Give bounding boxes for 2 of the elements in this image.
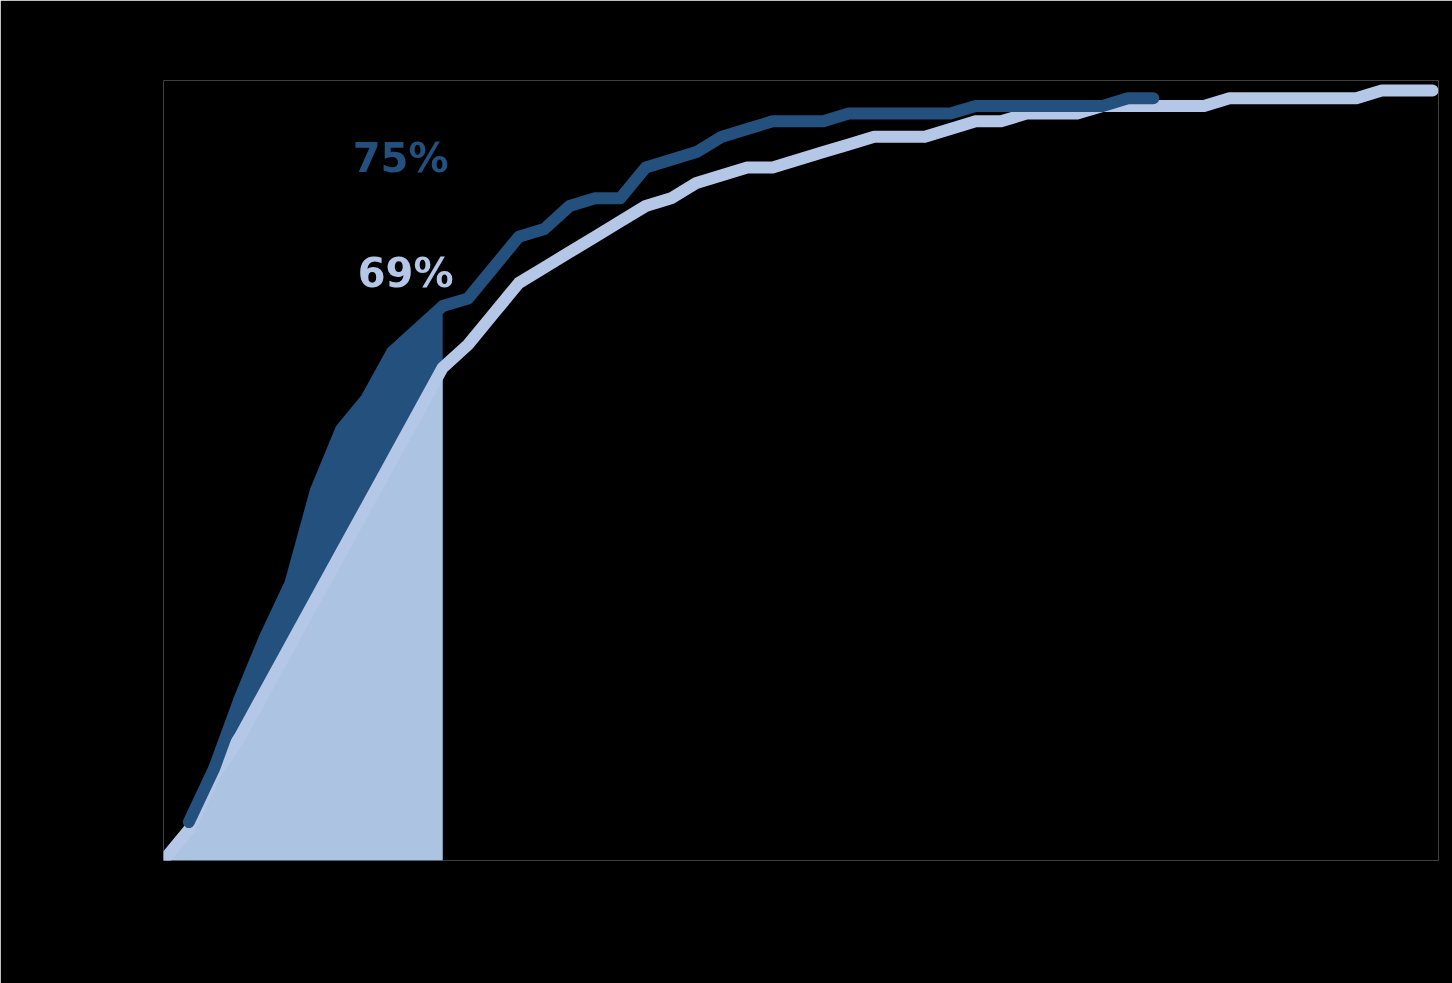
annotation: 69% bbox=[357, 249, 454, 296]
annotation: 75% bbox=[352, 134, 449, 181]
